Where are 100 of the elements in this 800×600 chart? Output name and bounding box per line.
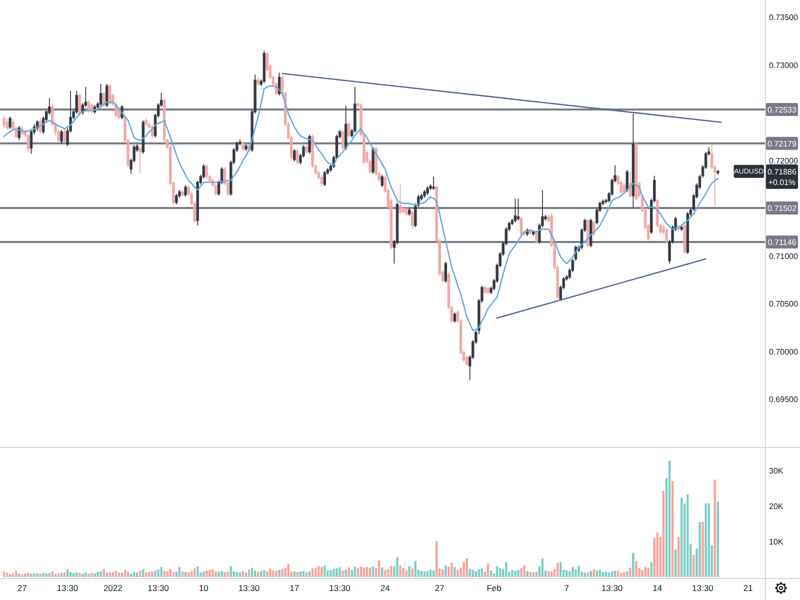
bar (405, 570, 408, 577)
bar (535, 572, 538, 577)
bar (541, 558, 544, 577)
bar (130, 573, 132, 577)
bar (39, 574, 42, 577)
bar (172, 572, 174, 577)
bar (102, 568, 105, 577)
bar (178, 567, 181, 577)
candlestick (680, 224, 683, 232)
bar (82, 573, 84, 577)
x-tick-label: 13:30 (329, 583, 351, 593)
candlestick (408, 208, 411, 216)
bar (66, 570, 69, 577)
y-tick-label: 0.71000 (769, 251, 798, 260)
candlestick (716, 170, 720, 176)
candlestick (8, 116, 12, 130)
bar (478, 569, 480, 577)
bar (324, 566, 326, 577)
bar (275, 570, 278, 577)
bar (402, 568, 404, 577)
bar (320, 567, 323, 577)
bar (84, 572, 87, 577)
bar (384, 570, 386, 577)
bar (529, 572, 532, 577)
bar (311, 568, 314, 577)
text: +0.01% (768, 177, 796, 186)
y-tick-label: 30K (769, 466, 784, 475)
y-tick-label: 10K (769, 536, 784, 546)
bar (480, 568, 484, 577)
bar (336, 568, 338, 577)
bar (356, 568, 360, 577)
candlestick (444, 261, 448, 284)
bar (278, 570, 280, 577)
bar (362, 567, 366, 577)
bar (6, 572, 8, 577)
bar (202, 572, 205, 577)
bar (514, 570, 516, 577)
bar (126, 572, 130, 577)
bar (27, 572, 30, 577)
candlestick (535, 230, 538, 244)
text: 0.71886 (768, 166, 798, 176)
bar (408, 566, 410, 577)
bar (468, 568, 471, 577)
x-tick-label: 14 (652, 583, 662, 593)
candlestick (30, 128, 33, 154)
candlestick (175, 193, 178, 205)
bar (78, 572, 81, 577)
candlestick (432, 176, 435, 190)
bar (520, 568, 522, 577)
bar (586, 572, 589, 577)
bar (206, 570, 208, 577)
candlestick (665, 228, 668, 244)
x-tick-label: 27 (17, 583, 28, 593)
bar (444, 565, 447, 577)
bar (505, 562, 508, 577)
bar (390, 566, 392, 577)
bar (284, 568, 286, 577)
candlestick (242, 140, 244, 152)
bar (517, 570, 520, 577)
x-tick-label: 27 (434, 583, 445, 593)
bar (148, 572, 150, 577)
candlestick (138, 146, 142, 174)
candlestick (308, 134, 311, 154)
candlestick (520, 216, 523, 236)
bar (48, 573, 50, 577)
bar (499, 568, 502, 577)
candlestick (380, 174, 384, 188)
candlestick (320, 175, 323, 188)
bar (330, 570, 332, 577)
x-tick-label: 24 (380, 583, 390, 593)
bar (572, 567, 574, 577)
bar (584, 572, 586, 577)
bar (396, 557, 398, 577)
bar (272, 570, 274, 577)
bar (511, 570, 514, 577)
bar (42, 572, 44, 577)
y-tick-label: 0.73000 (769, 60, 798, 70)
bar (592, 569, 595, 577)
bar (8, 574, 12, 577)
bar (344, 570, 347, 577)
candlestick (323, 170, 326, 187)
bar (2, 572, 6, 577)
candlestick (465, 354, 468, 366)
candlestick (296, 148, 299, 165)
bar (526, 570, 528, 577)
bar (187, 572, 190, 577)
bar (45, 573, 48, 577)
bar (436, 541, 438, 577)
bar (650, 562, 652, 577)
bar (635, 561, 638, 577)
candlestick (60, 129, 63, 145)
bar (151, 571, 154, 577)
bar (112, 572, 114, 577)
bar (196, 566, 199, 577)
candlestick (632, 113, 635, 208)
bar (338, 567, 341, 577)
bar (299, 572, 302, 577)
bar (442, 569, 444, 577)
bar (332, 568, 335, 577)
bar (598, 570, 602, 577)
